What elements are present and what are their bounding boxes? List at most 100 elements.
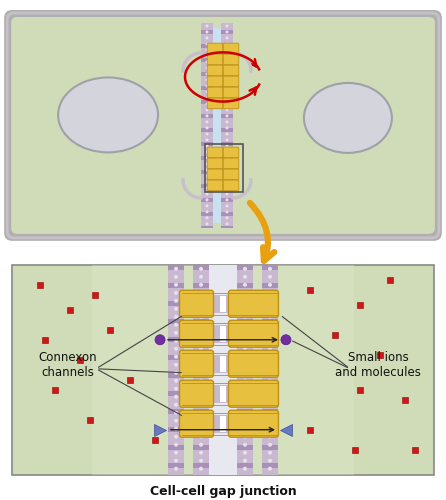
Bar [221,142,233,146]
Bar [262,283,278,288]
Circle shape [243,418,247,422]
Circle shape [199,370,203,374]
Bar [201,121,213,125]
Bar [262,355,278,360]
Bar [201,177,213,181]
Text: Cell-cell gap junction: Cell-cell gap junction [149,485,297,498]
Bar [201,226,213,228]
Bar [262,265,278,474]
Bar [237,462,253,468]
Text: Connexon
channels: Connexon channels [39,351,97,379]
Bar [168,265,184,474]
Bar [168,355,184,360]
Circle shape [243,347,247,351]
Bar [201,205,213,209]
Circle shape [226,210,228,214]
Circle shape [243,307,247,311]
Bar [201,114,213,118]
Bar [193,426,209,432]
Circle shape [174,339,178,343]
Circle shape [268,410,272,414]
Circle shape [206,78,209,82]
FancyBboxPatch shape [11,17,435,234]
Circle shape [174,315,178,319]
Bar [221,65,233,69]
FancyBboxPatch shape [223,76,239,86]
Bar [220,296,226,312]
Circle shape [226,72,228,76]
Circle shape [243,434,247,438]
Bar [168,337,184,342]
Circle shape [268,299,272,303]
Bar [201,128,213,132]
Circle shape [281,335,291,345]
Circle shape [206,42,209,45]
Bar [201,23,213,228]
Circle shape [206,210,209,214]
Circle shape [226,24,228,28]
Bar [220,416,226,432]
Ellipse shape [304,83,392,153]
FancyBboxPatch shape [180,410,214,437]
Circle shape [268,442,272,446]
Bar [221,170,233,174]
FancyBboxPatch shape [207,54,223,65]
Circle shape [206,192,209,196]
Circle shape [268,426,272,430]
Circle shape [206,108,209,112]
Circle shape [268,355,272,359]
Bar [201,107,213,111]
FancyBboxPatch shape [4,10,442,241]
Circle shape [226,192,228,196]
Circle shape [226,42,228,45]
Circle shape [206,138,209,141]
Circle shape [268,283,272,287]
Circle shape [174,291,178,295]
FancyBboxPatch shape [223,54,239,65]
Bar [221,205,233,209]
Circle shape [174,275,178,279]
Circle shape [174,426,178,430]
Bar [168,301,184,306]
Bar [237,283,253,288]
Circle shape [206,174,209,178]
Bar [221,51,233,55]
Circle shape [226,132,228,136]
FancyBboxPatch shape [223,87,239,98]
FancyBboxPatch shape [207,87,223,98]
Circle shape [206,168,209,172]
Circle shape [243,410,247,414]
Ellipse shape [58,78,158,152]
Bar [168,426,184,432]
Circle shape [199,315,203,319]
Circle shape [226,198,228,202]
Circle shape [268,370,272,374]
FancyBboxPatch shape [228,290,278,318]
FancyBboxPatch shape [207,158,223,168]
Bar [237,426,253,432]
Bar [193,372,209,378]
Circle shape [206,132,209,136]
Bar [193,265,209,270]
Bar [193,319,209,324]
Circle shape [243,458,247,462]
Bar [193,414,253,432]
Circle shape [226,96,228,100]
Circle shape [226,204,228,208]
FancyBboxPatch shape [228,350,278,377]
Circle shape [174,307,178,311]
Circle shape [174,402,178,406]
Circle shape [206,36,209,40]
Bar [201,30,213,34]
Bar [237,265,253,474]
FancyBboxPatch shape [223,158,239,168]
FancyBboxPatch shape [207,147,223,158]
Circle shape [206,162,209,166]
Circle shape [226,54,228,58]
Circle shape [243,267,247,271]
Circle shape [243,355,247,359]
Circle shape [206,96,209,100]
Circle shape [199,363,203,367]
Bar [201,79,213,83]
FancyBboxPatch shape [223,65,239,76]
